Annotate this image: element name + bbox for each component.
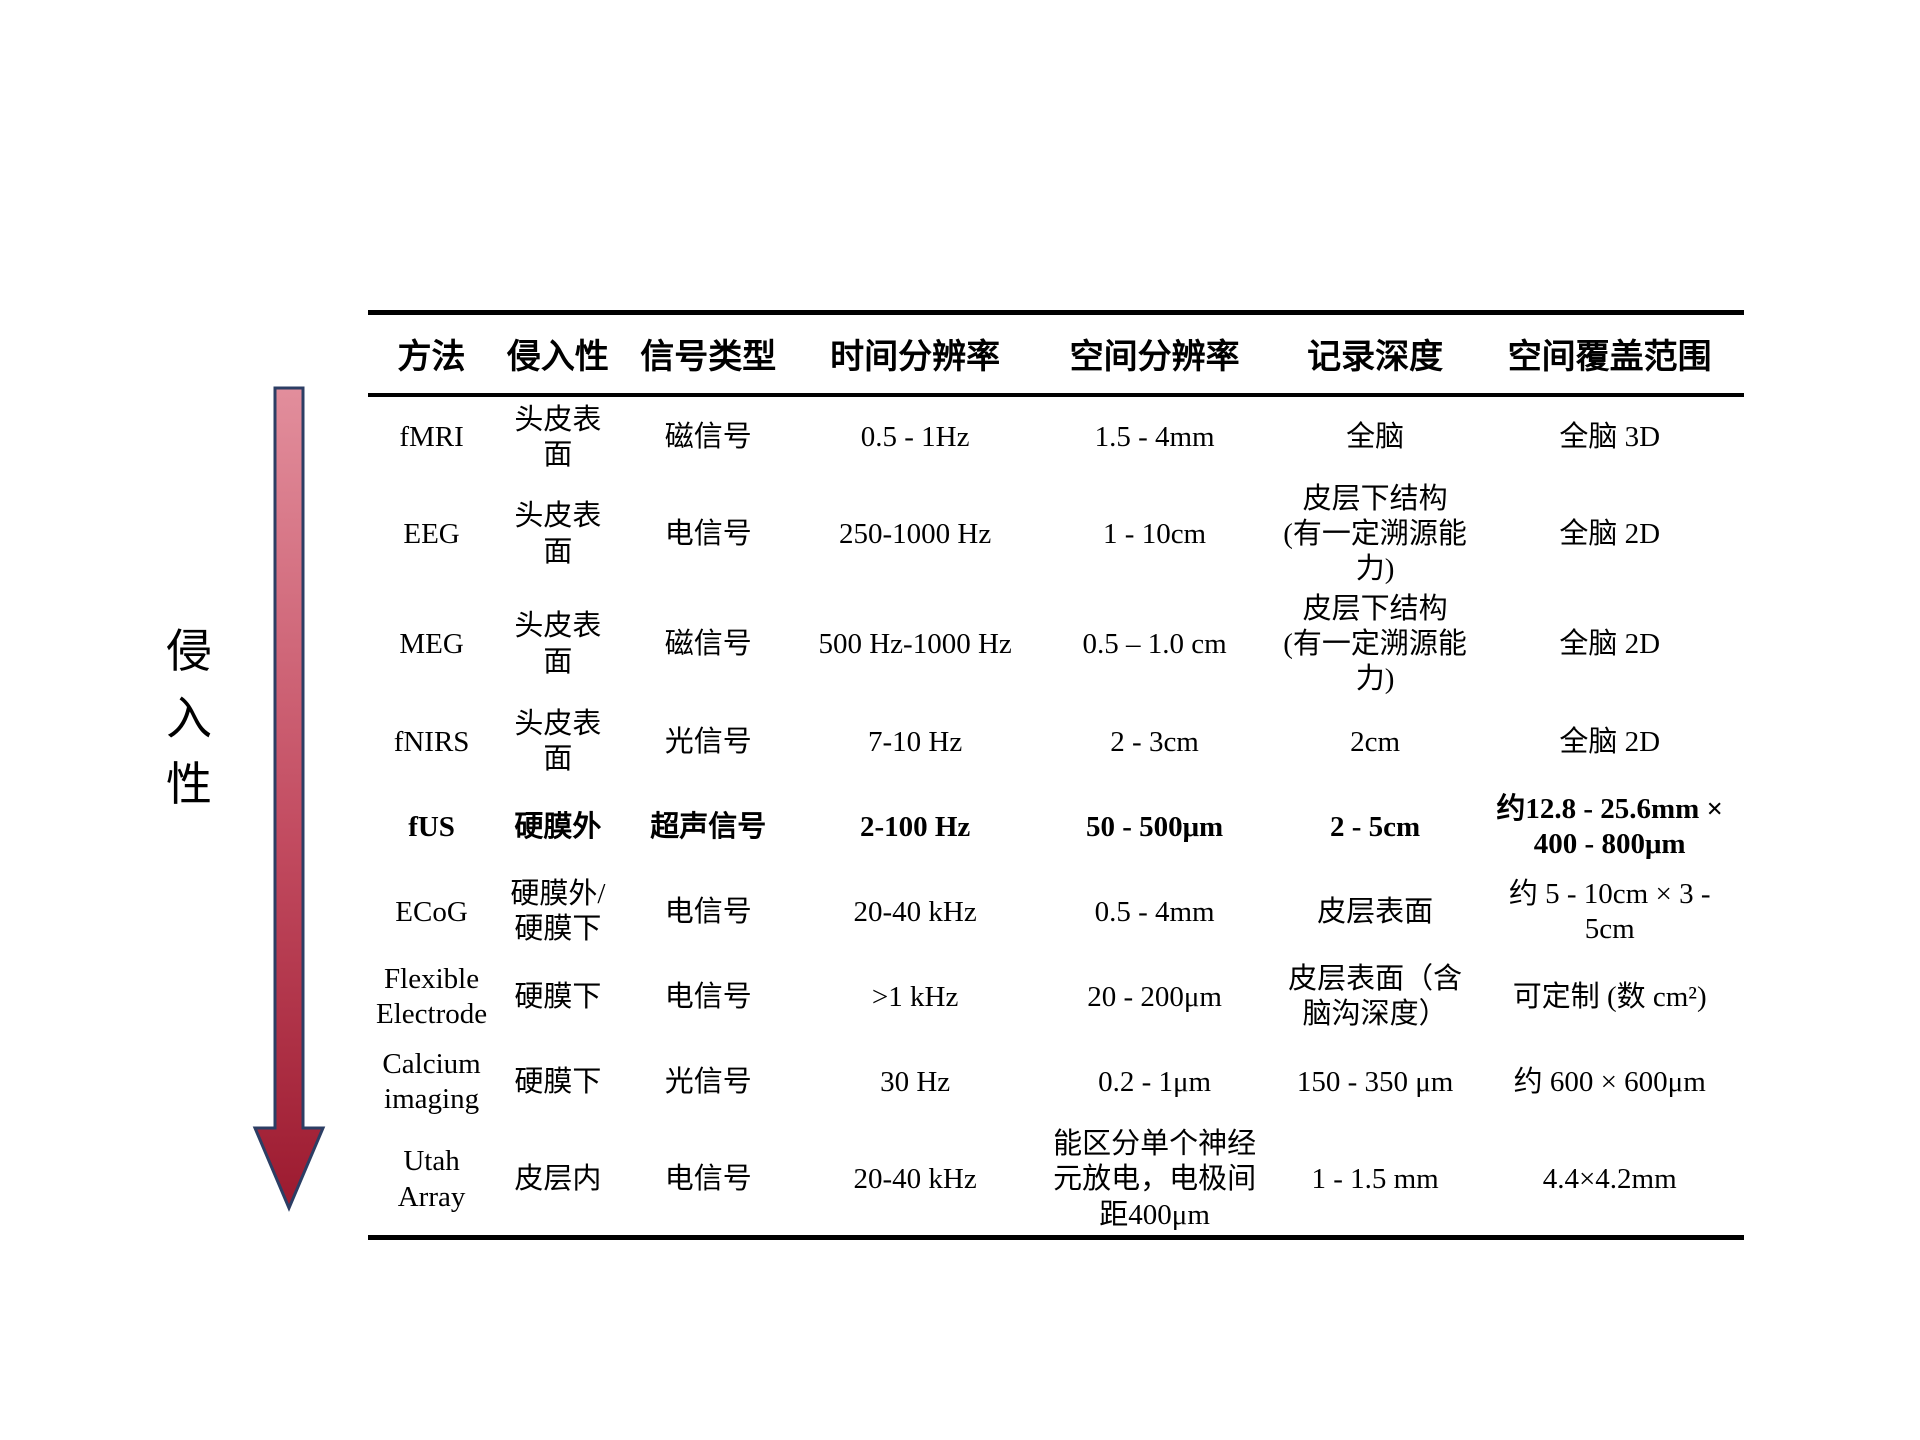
table-row-eeg: EEG 头皮表面 电信号 250-1000 Hz 1 - 10cm 皮层下结构 …	[368, 480, 1744, 590]
cell-spatial-coverage: 全脑 3D	[1559, 421, 1661, 454]
cell-method: Flexible Electrode	[376, 962, 488, 1031]
cell-signal-type: 磁信号	[664, 421, 752, 454]
cell-recording-depth: 皮层下结构 (有一定溯源能力)	[1283, 592, 1467, 696]
table-row-utah-array: Utah Array 皮层内 电信号 20-40 kHz 能区分单个神经元放电，…	[368, 1125, 1744, 1238]
table-row-fmri: fMRI 头皮表面 磁信号 0.5 - 1Hz 1.5 - 4mm 全脑 全脑 …	[368, 395, 1744, 480]
cell-method: EEG	[403, 517, 460, 550]
cell-spatial-coverage: 全脑 2D	[1559, 628, 1661, 660]
cell-spatial-resolution: 2 - 3cm	[1110, 725, 1199, 758]
cell-temporal-resolution: 2-100 Hz	[859, 810, 971, 843]
cell-recording-depth: 1 - 1.5 mm	[1311, 1163, 1439, 1196]
cell-spatial-coverage: 4.4×4.2mm	[1542, 1163, 1677, 1196]
cell-spatial-resolution: 20 - 200μm	[1087, 980, 1222, 1013]
cell-signal-type: 电信号	[664, 517, 752, 550]
cell-invasiveness: 硬膜外/硬膜下	[510, 877, 606, 946]
cell-temporal-resolution: 30 Hz	[880, 1065, 951, 1098]
cell-temporal-resolution: 7-10 Hz	[868, 725, 963, 758]
cell-spatial-resolution: 0.5 - 4mm	[1094, 895, 1215, 928]
cell-spatial-coverage: 全脑 2D	[1559, 517, 1661, 550]
cell-recording-depth: 2cm	[1350, 725, 1401, 758]
cell-spatial-resolution: 1 - 10cm	[1103, 517, 1207, 550]
cell-signal-type: 光信号	[664, 725, 752, 758]
cell-temporal-resolution: 20-40 kHz	[853, 1163, 977, 1196]
invasiveness-arrow-icon	[252, 386, 326, 1212]
cell-invasiveness: 硬膜外	[514, 810, 602, 843]
cell-method: MEG	[399, 628, 464, 660]
cell-spatial-resolution: 50 - 500μm	[1085, 810, 1224, 843]
cell-temporal-resolution: 250-1000 Hz	[839, 517, 992, 550]
cell-temporal-resolution: >1 kHz	[871, 980, 959, 1013]
cell-signal-type: 电信号	[664, 895, 752, 928]
cell-method: fNIRS	[393, 725, 470, 758]
cell-spatial-resolution: 0.5 – 1.0 cm	[1082, 628, 1227, 660]
header-temporal-resolution: 时间分辨率	[830, 339, 1001, 377]
cell-invasiveness: 硬膜下	[514, 1065, 602, 1098]
cell-spatial-coverage: 约 600 × 600μm	[1513, 1065, 1706, 1098]
header-signal-type: 信号类型	[640, 339, 777, 377]
table-row-ecog: ECoG 硬膜外/硬膜下 电信号 20-40 kHz 0.5 - 4mm 皮层表…	[368, 870, 1744, 955]
cell-recording-depth: 皮层表面（含脑沟深度）	[1288, 962, 1463, 1031]
cell-signal-type: 电信号	[664, 980, 752, 1013]
invasiveness-axis-label: 侵入性	[166, 624, 212, 812]
cell-invasiveness: 皮层内	[514, 1163, 602, 1196]
cell-signal-type: 磁信号	[664, 628, 752, 660]
cell-spatial-resolution: 0.2 - 1μm	[1098, 1065, 1212, 1098]
header-row: 方法 侵入性 信号类型 时间分辨率 空间分辨率 记录深度 空间覆盖范围	[368, 313, 1744, 395]
cell-spatial-coverage: 全脑 2D	[1559, 725, 1661, 758]
cell-temporal-resolution: 0.5 - 1Hz	[860, 421, 970, 454]
header-spatial-coverage: 空间覆盖范围	[1507, 339, 1712, 377]
table-row-flexible-electrode: Flexible Electrode 硬膜下 电信号 >1 kHz 20 - 2…	[368, 955, 1744, 1040]
table-row-calcium-imaging: Calcium imaging 硬膜下 光信号 30 Hz 0.2 - 1μm …	[368, 1040, 1744, 1125]
header-spatial-resolution: 空间分辨率	[1069, 339, 1240, 377]
cell-method: Utah Array	[397, 1145, 466, 1213]
cell-temporal-resolution: 20-40 kHz	[853, 895, 977, 928]
cell-signal-type: 电信号	[664, 1163, 752, 1196]
cell-signal-type: 光信号	[664, 1065, 752, 1098]
cell-recording-depth: 2 - 5cm	[1329, 810, 1421, 843]
cell-invasiveness: 头皮表面	[514, 403, 602, 471]
cell-method: ECoG	[395, 895, 468, 928]
cell-invasiveness: 硬膜下	[514, 980, 602, 1013]
cell-signal-type: 超声信号	[650, 810, 767, 843]
cell-recording-depth: 皮层下结构 (有一定溯源能力)	[1283, 482, 1467, 586]
cell-invasiveness: 头皮表面	[514, 707, 602, 776]
table-row-fnirs: fNIRS 头皮表面 光信号 7-10 Hz 2 - 3cm 2cm 全脑 2D	[368, 700, 1744, 785]
cell-method: Calcium imaging	[382, 1047, 481, 1116]
header-method: 方法	[397, 339, 466, 377]
table-row-meg: MEG 头皮表面 磁信号 500 Hz-1000 Hz 0.5 – 1.0 cm…	[368, 590, 1744, 700]
header-invasiveness: 侵入性	[506, 339, 609, 377]
cell-invasiveness: 头皮表面	[514, 610, 602, 678]
cell-method: fUS	[408, 810, 455, 843]
cell-temporal-resolution: 500 Hz-1000 Hz	[818, 628, 1012, 660]
cell-recording-depth: 150 - 350 μm	[1296, 1065, 1454, 1098]
cell-spatial-coverage: 约12.8 - 25.6mm × 400 - 800μm	[1496, 792, 1724, 861]
cell-spatial-coverage: 约 5 - 10cm × 3 - 5cm	[1508, 877, 1711, 946]
cell-spatial-resolution: 能区分单个神经元放电，电极间距400μm	[1053, 1127, 1257, 1231]
cell-invasiveness: 头皮表面	[514, 500, 602, 568]
cell-recording-depth: 全脑	[1346, 421, 1405, 454]
cell-spatial-coverage: 可定制 (数 cm²)	[1512, 980, 1707, 1013]
methods-comparison-table: 方法 侵入性 信号类型 时间分辨率 空间分辨率 记录深度 空间覆盖范围 fMRI…	[368, 310, 1744, 1240]
header-recording-depth: 记录深度	[1307, 339, 1444, 377]
cell-method: fMRI	[399, 421, 464, 454]
table-row-fus: fUS 硬膜外 超声信号 2-100 Hz 50 - 500μm 2 - 5cm…	[368, 785, 1744, 870]
cell-spatial-resolution: 1.5 - 4mm	[1094, 421, 1215, 454]
cell-recording-depth: 皮层表面	[1317, 895, 1434, 928]
